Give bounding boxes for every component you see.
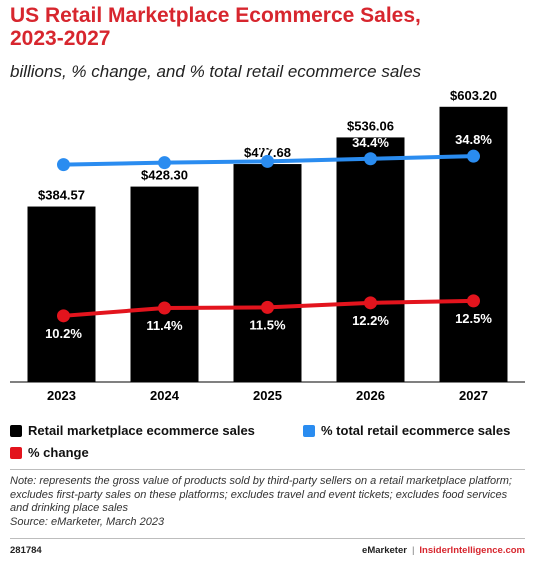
bar-2025: [233, 164, 302, 382]
legend-swatch-sales: [10, 424, 22, 437]
bar-value-label-2024: $428.30: [141, 168, 188, 183]
bar-value-label-2023: $384.57: [38, 188, 85, 203]
change-point-2026: [364, 296, 377, 310]
brand-site-link[interactable]: InsiderIntelligence.com: [419, 545, 525, 556]
note-divider: [10, 469, 525, 470]
bar-2026: [336, 137, 405, 382]
share-point-2025: [261, 154, 274, 168]
legend-label-share: % total retail ecommerce sales: [321, 423, 511, 438]
change-point-2023: [57, 309, 70, 323]
title-line-1: US Retail Marketplace Ecommerce Sales,: [10, 4, 421, 27]
x-tick-label-2027: 2027: [459, 388, 488, 403]
legend-item-change: % change: [10, 445, 89, 460]
bar-2023: [27, 206, 96, 382]
chart-id: 281784: [10, 545, 42, 556]
bar-value-label-2027: $603.20: [450, 90, 497, 103]
share-value-label-2025: 34.0%: [249, 137, 286, 152]
x-tick-label-2024: 2024: [150, 388, 180, 403]
change-value-label-2023: 10.2%: [45, 326, 82, 341]
share-value-label-2023: 33.5%: [45, 141, 82, 156]
change-value-label-2026: 12.2%: [352, 313, 389, 328]
share-point-2026: [364, 152, 377, 166]
legend-label-change: % change: [28, 445, 89, 460]
combo-chart: $384.57 $428.30 $477.68 $536.06 $603.20 2023 2…: [10, 90, 525, 403]
title-line-2: 2023-2027: [10, 27, 111, 50]
legend-label-sales: Retail marketplace ecommerce sales: [28, 423, 255, 438]
legend-item-sales: Retail marketplace ecommerce sales: [10, 423, 255, 438]
footer-brand: eMarketer | InsiderIntelligence.com: [362, 545, 525, 556]
bar-value-label-2025: $477.68: [244, 145, 291, 160]
share-value-label-2027: 34.8%: [455, 132, 492, 147]
change-value-label-2025: 11.5%: [249, 317, 286, 332]
change-point-2025: [261, 300, 274, 314]
bar-2027: [439, 106, 508, 382]
legend-item-share: % total retail ecommerce sales: [303, 423, 510, 438]
share-point-2023: [57, 158, 70, 172]
share-value-label-2026: 34.4%: [352, 135, 389, 150]
chart-subtitle: billions, % change, and % total retail e…: [10, 62, 422, 81]
change-value-label-2024: 11.4%: [146, 318, 183, 333]
share-point-2027: [467, 149, 480, 163]
legend-swatch-share: [303, 424, 315, 437]
change-point-2024: [158, 301, 171, 315]
x-tick-label-2025: 2025: [253, 388, 282, 403]
chart-title: US Retail Marketplace Ecommerce Sales, 2…: [10, 4, 525, 50]
note-text: Note: represents the gross value of prod…: [10, 475, 512, 514]
share-value-label-2024: 33.8%: [146, 139, 183, 154]
share-point-2024: [158, 156, 171, 170]
chart-note: Note: represents the gross value of prod…: [10, 475, 525, 529]
brand-name: eMarketer: [362, 545, 407, 556]
bar-value-label-2026: $536.06: [347, 118, 394, 133]
x-tick-label-2026: 2026: [356, 388, 385, 403]
change-point-2027: [467, 294, 480, 308]
change-value-label-2027: 12.5%: [455, 311, 492, 326]
footer-divider: [10, 538, 525, 539]
note-source: Source: eMarketer, March 2023: [10, 515, 165, 528]
bar-2024: [130, 186, 199, 382]
brand-separator: |: [411, 545, 415, 556]
x-tick-label-2023: 2023: [47, 388, 76, 403]
legend-swatch-change: [10, 446, 22, 459]
